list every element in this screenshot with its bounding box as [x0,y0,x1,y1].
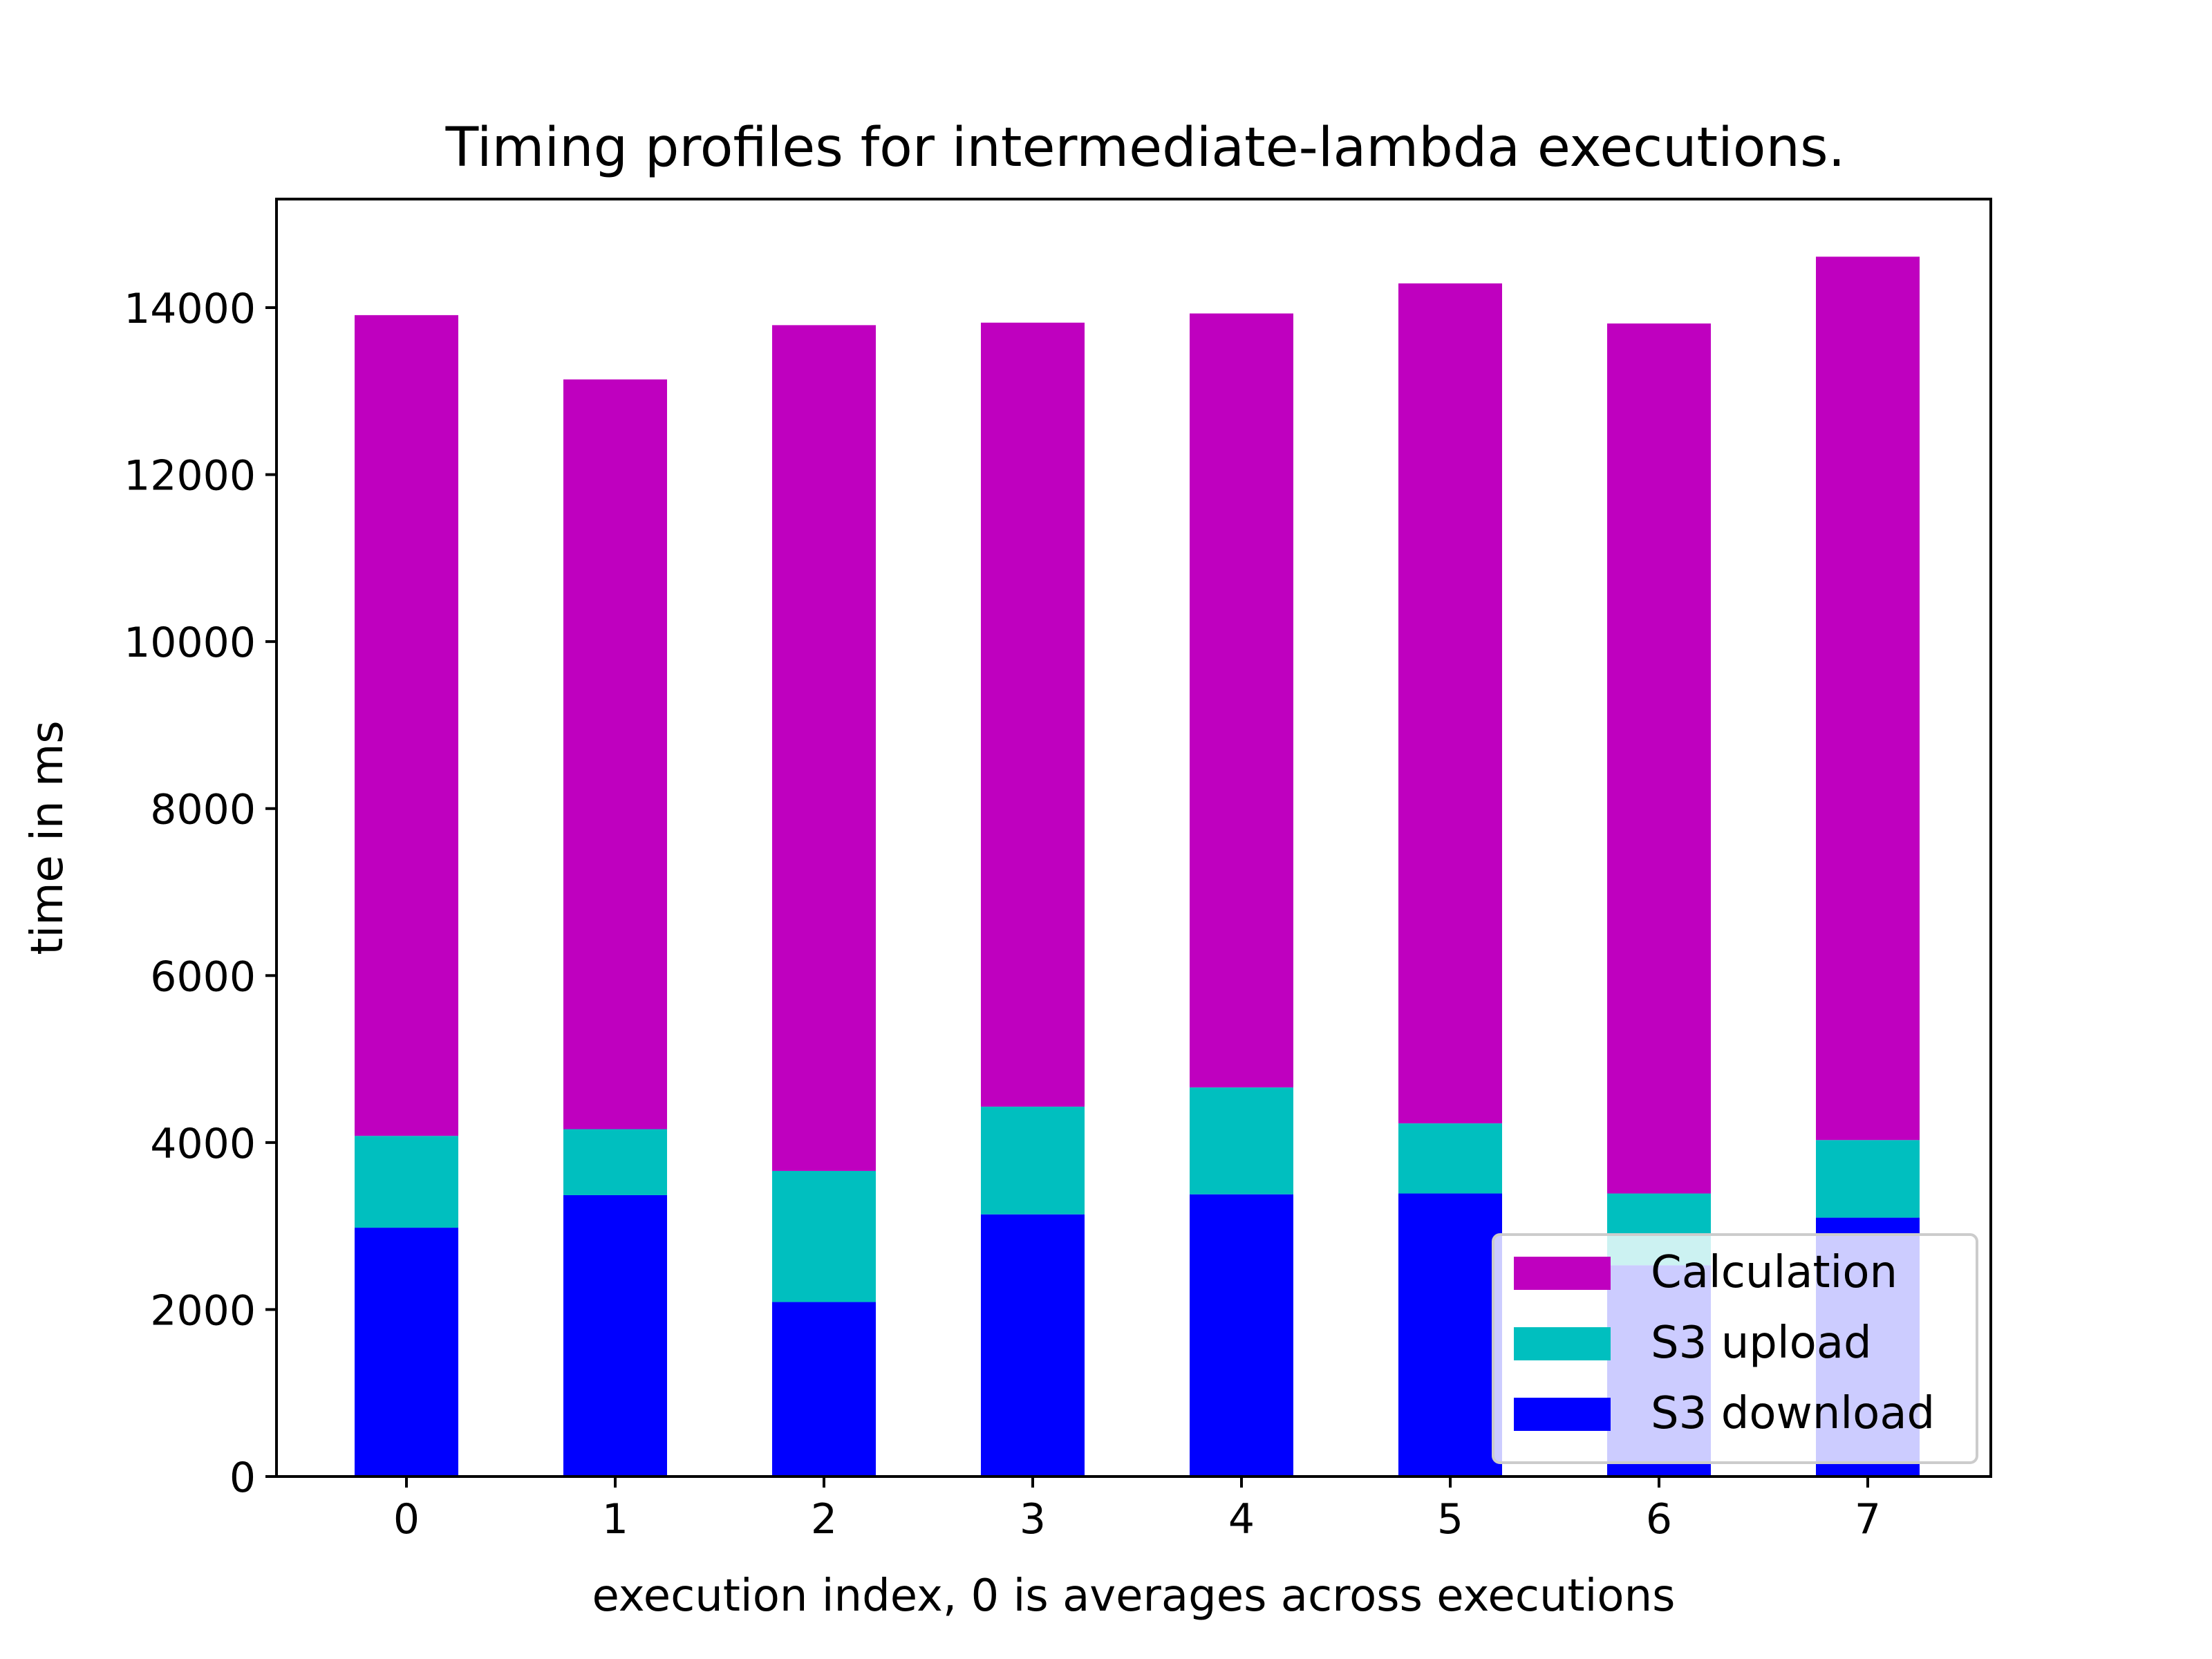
bar-segment-calculation-7 [1816,256,1920,1141]
x-axis: 0 1 2 3 4 5 6 7 [393,1477,1881,1544]
bar-segment-s3-download-1 [563,1194,667,1477]
x-tick-label: 7 [1855,1495,1881,1544]
bar-segment-s3-upload-2 [772,1170,876,1302]
bar-segment-s3-download-5 [1398,1193,1502,1477]
plot-frame [275,198,1992,1478]
x-tick-label: 4 [1228,1495,1255,1544]
bar-segment-s3-download-4 [1190,1194,1293,1477]
bar-segment-s3-download-2 [772,1302,876,1477]
legend-label-s3-upload: S3 upload [1651,1318,1872,1369]
bar-segment-s3-upload-5 [1398,1123,1502,1194]
legend-label-s3-download: S3 download [1651,1388,1935,1439]
y-tick-label: 10000 [124,619,256,667]
bar-segment-calculation-2 [772,325,876,1171]
legend-box [1492,1233,1978,1464]
legend-swatch-s3-upload [1514,1327,1611,1360]
legend-label-calculation: Calculation [1651,1247,1897,1298]
bar-segment-calculation-0 [355,315,458,1136]
y-tick-label: 0 [229,1454,256,1502]
bar-segment-s3-download-3 [981,1214,1085,1477]
bar-segment-calculation-4 [1190,313,1293,1088]
bar-segment-calculation-5 [1398,283,1502,1124]
y-tick-label: 4000 [150,1120,256,1168]
x-tick-label: 1 [602,1495,628,1544]
y-axis-label: time in ms [22,720,73,955]
bar-segment-calculation-6 [1607,323,1711,1194]
x-tick-label: 3 [1020,1495,1046,1544]
legend: Calculation S3 upload S3 download [1492,1233,1978,1464]
bar-segment-s3-upload-1 [563,1129,667,1195]
y-axis: 0 2000 4000 6000 8000 10000 12000 14000 [124,285,276,1502]
bars-group [355,256,1920,1477]
bar-segment-s3-upload-0 [355,1136,458,1228]
bar-segment-calculation-1 [563,379,667,1130]
x-tick-label: 2 [811,1495,837,1544]
x-axis-label: execution index, 0 is averages across ex… [592,1571,1676,1622]
chart-title: Timing profiles for intermediate-lambda … [445,117,1846,179]
legend-swatch-calculation [1514,1257,1611,1290]
bar-segment-s3-download-0 [355,1228,458,1477]
y-tick-label: 6000 [150,953,256,1001]
bar-segment-s3-upload-3 [981,1106,1085,1215]
x-tick-label: 0 [393,1495,420,1544]
bar-segment-calculation-3 [981,322,1085,1107]
y-tick-label: 12000 [124,452,256,500]
y-tick-label: 14000 [124,285,256,333]
bar-segment-s3-upload-7 [1816,1140,1920,1218]
y-tick-label: 8000 [150,786,256,834]
legend-swatch-s3-download [1514,1398,1611,1431]
x-tick-label: 6 [1646,1495,1672,1544]
x-tick-label: 5 [1437,1495,1463,1544]
bar-segment-s3-upload-4 [1190,1087,1293,1194]
y-tick-label: 2000 [150,1286,256,1335]
